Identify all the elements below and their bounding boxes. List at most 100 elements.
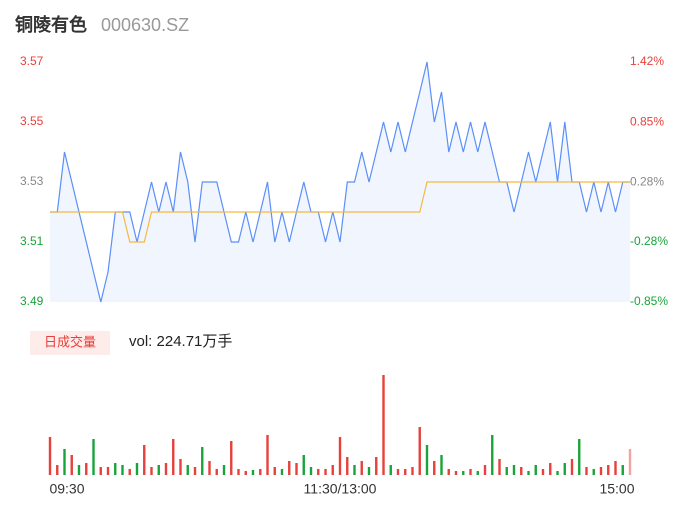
volume-bar [599, 467, 603, 475]
volume-bar [237, 469, 240, 475]
volume-bar [505, 467, 508, 475]
volume-bar [425, 445, 429, 475]
volume-bar [77, 465, 81, 475]
volume-bar [433, 461, 436, 475]
volume-bar [367, 467, 371, 475]
volume-bar [404, 469, 407, 475]
volume-bar [99, 467, 102, 475]
volume-bar [309, 467, 313, 475]
volume-bar [288, 461, 291, 475]
volume-bar [85, 463, 88, 475]
y2-tick-label: -0.85% [630, 294, 668, 308]
volume-label-box [30, 331, 110, 355]
y-tick-label: 3.49 [20, 294, 44, 308]
volume-bar [92, 439, 95, 475]
volume-bar [570, 459, 574, 475]
volume-bar [164, 463, 168, 475]
volume-bar [172, 439, 175, 475]
volume-total: vol: 224.71万手 [129, 333, 232, 350]
y2-tick-label: 1.42% [630, 54, 664, 68]
volume-bar [208, 461, 211, 475]
volume-bar [563, 463, 566, 475]
volume-bar [628, 449, 632, 475]
volume-bar [143, 445, 146, 475]
volume-bar [512, 465, 516, 475]
volume-bar [462, 471, 465, 475]
volume-bar [121, 465, 124, 475]
volume-bar [592, 469, 595, 475]
volume-bar [157, 465, 160, 475]
volume-bar [295, 463, 298, 475]
volume-bar [317, 469, 320, 475]
average-line [50, 181, 630, 243]
volume-bar [491, 435, 494, 475]
volume-bar [135, 463, 139, 475]
y-tick-label: 3.53 [20, 174, 44, 188]
volume-bar [244, 471, 247, 475]
volume-bar [179, 459, 182, 475]
stock-name: 铜陵有色 [15, 14, 87, 35]
volume-bar [418, 427, 421, 475]
volume-bar [527, 471, 530, 475]
volume-bar [556, 471, 559, 475]
y2-tick-label: 0.28% [630, 175, 664, 189]
volume-bar [201, 447, 204, 475]
volume-bar [614, 461, 617, 475]
volume-bar [331, 465, 334, 475]
volume-bar [541, 469, 545, 475]
volume-bar [114, 463, 117, 475]
volume-bar [251, 470, 255, 475]
volume-bar [222, 465, 226, 475]
volume-bar [440, 455, 443, 475]
volume-bar [63, 449, 66, 475]
volume-bar [454, 471, 458, 475]
volume-bar [621, 465, 624, 475]
x-tick-label: 09:30 [49, 481, 84, 497]
volume-bar [346, 457, 349, 475]
volume-bar [607, 465, 610, 475]
stock-code: 000630.SZ [101, 15, 189, 35]
volume-bar [230, 441, 233, 475]
volume-bar [578, 439, 581, 475]
y-tick-label: 3.57 [20, 54, 44, 68]
y2-tick-label: -0.28% [630, 234, 668, 248]
volume-bar [375, 457, 378, 475]
volume-bar [382, 375, 385, 475]
x-tick-label: 11:30/13:00 [304, 481, 377, 497]
volume-bar [106, 467, 110, 475]
volume-bar [70, 455, 73, 475]
volume-bar [534, 465, 537, 475]
volume-bar [338, 437, 342, 475]
y2-tick-label: 0.85% [630, 114, 664, 128]
volume-bar [360, 461, 363, 475]
volume-bar [389, 465, 392, 475]
volume-bar [215, 469, 218, 475]
volume-bar [186, 465, 189, 475]
x-tick-label: 15:00 [599, 481, 634, 497]
volume-bar [48, 437, 52, 475]
volume-bar [476, 471, 479, 475]
volume-bar [447, 469, 450, 475]
volume-bar [302, 455, 305, 475]
volume-bar [266, 435, 269, 475]
volume-bar [396, 469, 400, 475]
y-tick-label: 3.55 [20, 114, 44, 128]
volume-bar [128, 469, 131, 475]
volume-bar [469, 469, 472, 475]
volume-label: 日成交量 [44, 334, 96, 349]
volume-bar [193, 467, 197, 475]
volume-bar [411, 467, 414, 475]
volume-bar [273, 467, 276, 475]
volume-bar [549, 463, 552, 475]
volume-bar [259, 469, 262, 475]
volume-bar [585, 467, 588, 475]
volume-bar [520, 467, 523, 475]
volume-bar [56, 465, 59, 475]
volume-bar [280, 469, 284, 475]
volume-bar [353, 465, 356, 475]
volume-bar [324, 469, 327, 475]
price-line [50, 61, 630, 303]
volume-bar [150, 467, 153, 475]
y-tick-label: 3.51 [20, 234, 44, 248]
